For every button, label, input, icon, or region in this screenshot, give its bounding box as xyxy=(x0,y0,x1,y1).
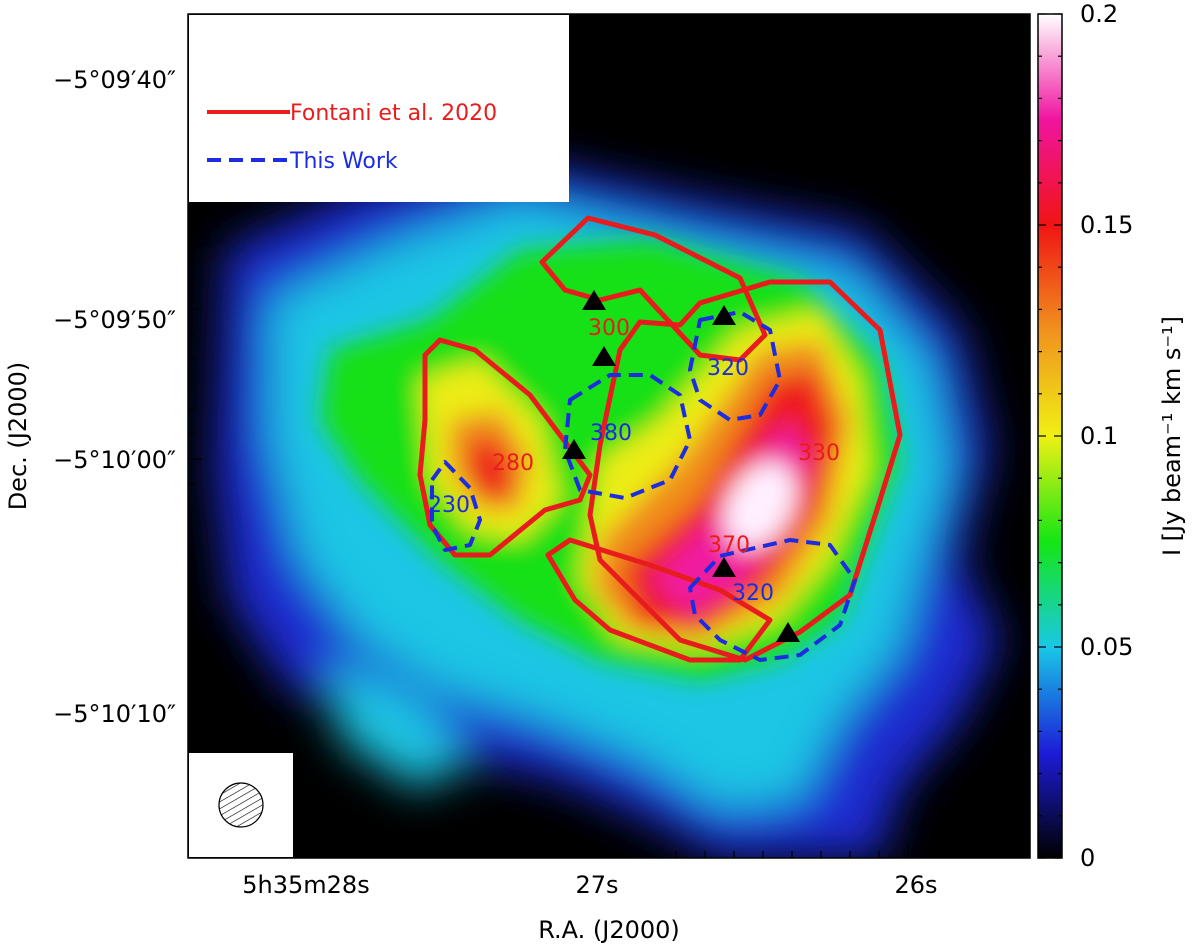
legend-box xyxy=(189,15,569,202)
fontani-contours xyxy=(417,215,903,663)
beam-indicator xyxy=(189,753,293,857)
colorbar-tick-label: 0.15 xyxy=(1080,211,1133,239)
x-tick-labels: 5h35m28s 27s 26s xyxy=(242,871,937,899)
x-tick-label: 5h35m28s xyxy=(242,871,369,899)
contour-320-top xyxy=(688,310,782,422)
triangle-marker xyxy=(562,439,586,459)
contour-320-bottom xyxy=(688,538,857,662)
colorbar-tick-label: 0 xyxy=(1080,844,1095,872)
source-markers xyxy=(562,290,800,642)
colorbar-tick-label: 0.2 xyxy=(1080,0,1118,28)
y-axis-title: Dec. (J2000) xyxy=(4,362,32,511)
region-label: 230 xyxy=(428,493,470,518)
region-label: 370 xyxy=(708,533,750,558)
contour-330 xyxy=(587,279,903,663)
region-label: 380 xyxy=(590,421,632,446)
region-label: 320 xyxy=(707,356,749,381)
colorbar-ticks xyxy=(1038,13,1062,859)
region-labels: 300 280 330 370 320 380 230 320 xyxy=(428,316,840,606)
triangle-marker xyxy=(592,346,616,366)
contour-370 xyxy=(545,537,773,663)
colorbar-tick-label: 0.1 xyxy=(1080,422,1118,450)
beam-ellipse xyxy=(218,782,264,828)
x-tick-label: 26s xyxy=(894,871,937,899)
intensity-heatmap xyxy=(188,14,1030,858)
region-label: 330 xyxy=(798,441,840,466)
contour-230 xyxy=(430,460,482,552)
contour-300 xyxy=(539,215,768,363)
x-tick-label: 27s xyxy=(575,871,618,899)
x-axis-title: R.A. (J2000) xyxy=(538,916,680,944)
triangle-marker xyxy=(712,557,736,577)
y-tick-label: −5°09′40″ xyxy=(53,66,176,94)
y-tick-label: −5°09′50″ xyxy=(53,306,176,334)
region-label: 280 xyxy=(492,451,534,476)
y-tick-label: −5°10′10″ xyxy=(53,700,176,728)
thiswork-contours xyxy=(430,310,857,662)
region-label: 300 xyxy=(588,316,630,341)
legend-label-fontani: Fontani et al. 2020 xyxy=(290,101,497,126)
colorbar: 0 0.05 0.1 0.15 0.2 I [Jy beam⁻¹ km s⁻¹] xyxy=(1037,0,1186,872)
contour-280 xyxy=(417,337,593,558)
colorbar-title: I [Jy beam⁻¹ km s⁻¹] xyxy=(1158,316,1186,556)
colorbar-tick-label: 0.05 xyxy=(1080,633,1133,661)
contour-380 xyxy=(563,373,692,500)
y-tick-labels: −5°09′40″ −5°09′50″ −5°10′00″ −5°10′10″ xyxy=(53,66,176,728)
legend-label-thiswork: This Work xyxy=(289,149,398,174)
plot-frame xyxy=(187,13,1031,859)
legend: Fontani et al. 2020 This Work xyxy=(189,15,569,202)
triangle-marker xyxy=(776,622,800,642)
triangle-marker xyxy=(712,305,736,325)
region-label: 320 xyxy=(732,581,774,606)
y-tick-label: −5°10′00″ xyxy=(53,446,176,474)
triangle-marker xyxy=(582,290,606,310)
